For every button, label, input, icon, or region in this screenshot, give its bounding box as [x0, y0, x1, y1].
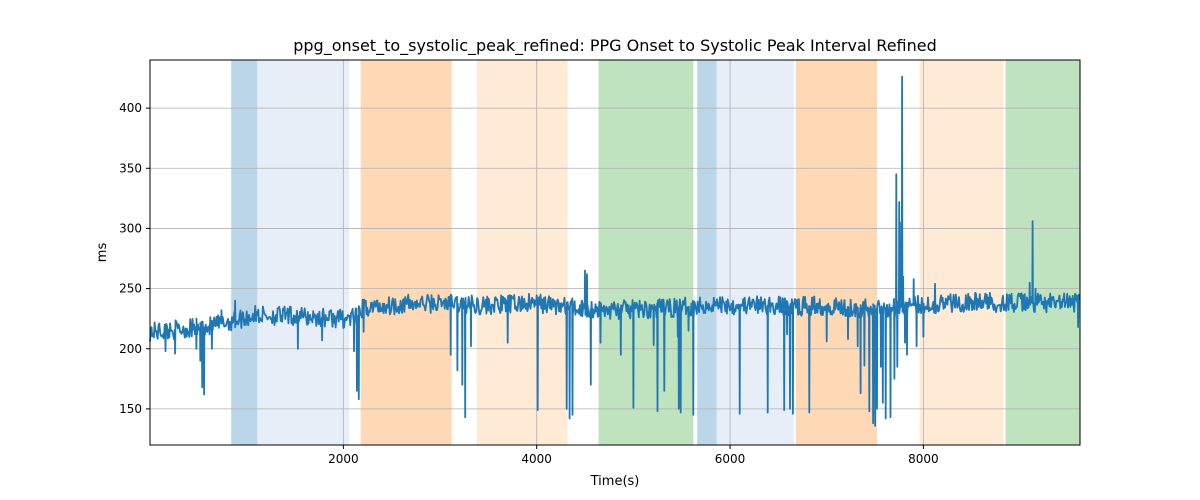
shaded-band-2	[257, 60, 350, 445]
shaded-band-7	[716, 60, 794, 445]
x-axis-title: Time(s)	[590, 474, 640, 489]
grid-layer	[150, 60, 1080, 445]
ticks-layer: 2000 4000 6000 8000 150 200 250 300 350 400	[119, 101, 939, 466]
chart-title: ppg_onset_to_systolic_peak_refined: PPG …	[293, 36, 937, 56]
shaded-band-10	[1005, 60, 1080, 445]
x-tick-label: 4000	[521, 452, 552, 466]
band-layer	[231, 60, 1080, 445]
series-line	[149, 75, 1081, 427]
y-tick-label: 250	[119, 282, 142, 296]
y-tick-label: 400	[119, 101, 142, 115]
shaded-band-5	[598, 60, 694, 445]
y-tick-label: 150	[119, 402, 142, 416]
y-tick-label: 350	[119, 161, 142, 175]
shaded-band-9	[919, 60, 1004, 445]
y-tick-label: 300	[119, 221, 142, 235]
y-tick-label: 200	[119, 342, 142, 356]
shaded-band-8	[795, 60, 877, 445]
shaded-band-6	[697, 60, 717, 445]
shaded-band-1	[231, 60, 258, 445]
x-tick-label: 6000	[715, 452, 746, 466]
series-layer	[149, 75, 1081, 427]
shaded-band-3	[360, 60, 452, 445]
x-tick-label: 8000	[908, 452, 939, 466]
y-axis-title: ms	[95, 243, 110, 263]
plot-frame	[149, 59, 1081, 446]
x-tick-label: 2000	[328, 452, 359, 466]
shaded-band-4	[476, 60, 568, 445]
